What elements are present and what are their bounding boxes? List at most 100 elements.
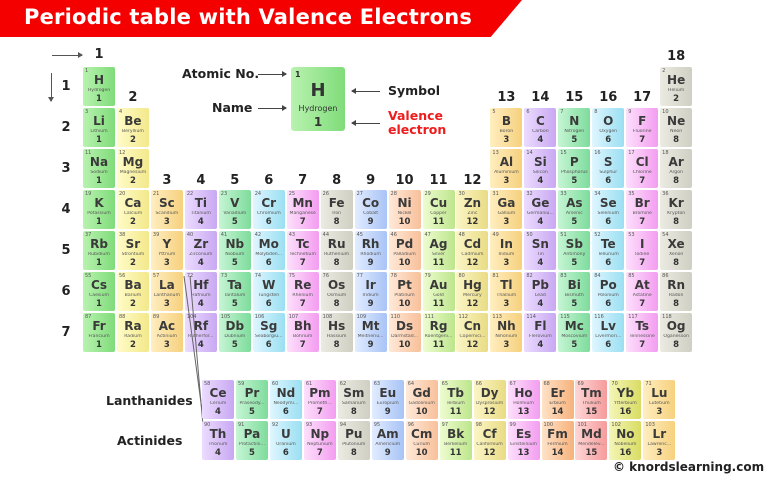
element-name: Praseody... xyxy=(239,401,265,406)
element-cell-ds: 110 Ds Darmstad... 10 xyxy=(388,313,421,352)
element-cell-ge: 32 Ge Germaniu... 4 xyxy=(524,190,557,229)
group-number: 6 xyxy=(264,173,274,188)
element-cell-mg: 12 Mg Magnesium 2 xyxy=(116,149,149,188)
element-cell-f: 9 F Fluorine 7 xyxy=(626,108,659,147)
element-name: Prometh... xyxy=(308,401,332,406)
atomic-number: 113 xyxy=(492,314,502,320)
element-name: Rubidium xyxy=(88,252,110,257)
valence-electrons: 6 xyxy=(265,258,272,268)
atomic-number: 25 xyxy=(288,191,296,197)
valence-electrons: 1 xyxy=(96,217,102,227)
element-name: Lanthanum xyxy=(153,293,180,298)
element-cell-nd: 60 Nd Neodymi... 6 xyxy=(269,380,302,419)
symbol: Db xyxy=(225,319,245,333)
element-name: Potassium xyxy=(87,211,111,216)
valence-electrons: 16 xyxy=(619,448,632,458)
symbol: S xyxy=(603,155,613,169)
element-cell-co: 27 Co Cobalt 9 xyxy=(354,190,387,229)
element-name: Lead xyxy=(534,293,546,298)
element-cell-o: 8 O Oxygen 6 xyxy=(592,108,625,147)
atomic-number: 67 xyxy=(509,381,516,387)
element-cell-br: 35 Br Bromine 7 xyxy=(626,190,659,229)
element-cell-nb: 41 Nb Niobium 5 xyxy=(218,231,251,270)
page-title: Periodic table with Valence Electrons xyxy=(24,5,473,29)
element-name: Tellurium xyxy=(597,252,619,257)
atomic-number: 54 xyxy=(662,232,669,238)
element-name: Ruthenium xyxy=(324,252,350,257)
atomic-number: 83 xyxy=(560,273,567,279)
element-name: Rutherfor... xyxy=(188,334,214,339)
element-cell-er: 68 Er Erbium 14 xyxy=(541,380,574,419)
symbol: Lr xyxy=(652,427,667,441)
element-name: Magnesium xyxy=(119,170,147,175)
element-cell-ce: 58 Ce Cerium 4 xyxy=(202,380,234,419)
element-cell-sn: 50 Sn Tin 4 xyxy=(524,231,557,270)
element-cell-lr: 103 Lr Lawrenc... 3 xyxy=(643,421,676,460)
element-cell-cs: 55 Cs Caesium 1 xyxy=(83,272,115,311)
symbol: Tb xyxy=(447,386,465,400)
valence-electrons: 11 xyxy=(449,407,462,417)
symbol: Pu xyxy=(345,427,363,441)
element-cell-zr: 40 Zr Zirconium 4 xyxy=(184,231,217,270)
symbol: Hf xyxy=(193,278,209,292)
valence-electrons: 8 xyxy=(333,340,340,350)
element-name: Iron xyxy=(332,211,342,216)
element-name: Europium xyxy=(376,401,399,406)
valence-electrons: 3 xyxy=(656,448,663,458)
element-cell-cf: 98 Cf Californium 12 xyxy=(473,421,506,460)
symbol: Xe xyxy=(667,237,685,251)
symbol: Rn xyxy=(667,278,686,292)
group-number: 4 xyxy=(196,173,206,188)
group-number: 9 xyxy=(366,173,376,188)
element-name: Californium xyxy=(476,442,503,447)
atomic-number: 20 xyxy=(118,191,126,197)
group-number: 2 xyxy=(128,90,138,105)
atomic-number: 2 xyxy=(662,68,666,74)
valence-electrons: 10 xyxy=(415,407,428,417)
element-cell-n: 7 N Nitrogen 5 xyxy=(558,108,591,147)
arrow-left-icon xyxy=(351,120,380,126)
element-name: Flerovium xyxy=(528,334,552,339)
element-cell-tc: 43 Tc Technetium 7 xyxy=(286,231,319,270)
symbol: Al xyxy=(499,155,514,169)
element-cell-se: 34 Se Selenium 6 xyxy=(592,190,625,229)
symbol: Fr xyxy=(92,319,106,333)
legend-sample-name: Hydrogen xyxy=(298,104,338,113)
atomic-number: 5 xyxy=(492,109,496,115)
legend-valence-label-line1: Valence xyxy=(388,108,443,123)
symbol: Sr xyxy=(125,237,141,251)
group-number: 17 xyxy=(633,90,652,105)
element-cell-li: 3 Li Lithium 1 xyxy=(83,108,115,147)
valence-electrons: 4 xyxy=(537,217,544,227)
symbol: Pr xyxy=(244,386,260,400)
valence-electrons: 9 xyxy=(367,217,374,227)
element-name: Helium xyxy=(668,88,685,93)
element-cell-mo: 42 Mo Molybden... 6 xyxy=(252,231,285,270)
element-name: Silver xyxy=(432,252,445,257)
valence-electrons: 15 xyxy=(585,448,598,458)
symbol: Rf xyxy=(193,319,209,333)
valence-electrons: 7 xyxy=(316,407,323,417)
symbol: Cf xyxy=(482,427,497,441)
valence-electrons: 1 xyxy=(96,340,102,350)
element-cell-sr: 38 Sr Strontium 2 xyxy=(116,231,149,270)
element-cell-fe: 26 Fe Iron 8 xyxy=(320,190,353,229)
atomic-number: 31 xyxy=(492,191,499,197)
valence-electrons: 9 xyxy=(367,340,374,350)
valence-electrons: 5 xyxy=(571,176,578,186)
element-name: Ytterbium xyxy=(614,401,637,406)
element-name: Yttrium xyxy=(158,252,176,257)
lanthanides-label: Lanthanides xyxy=(106,393,193,408)
element-cell-db: 105 Db Dubnium 5 xyxy=(218,313,251,352)
element-name: Tungsten xyxy=(258,293,280,298)
symbol: V xyxy=(230,196,240,210)
element-name: Antimony xyxy=(563,252,586,257)
symbol: Fm xyxy=(547,427,568,441)
legend-symbol-label: Symbol xyxy=(388,83,440,98)
legend-sample-valence: 1 xyxy=(313,115,323,129)
atomic-number: 91 xyxy=(237,422,245,428)
atomic-number: 24 xyxy=(254,191,262,197)
atomic-number: 14 xyxy=(526,150,533,156)
valence-electrons: 11 xyxy=(432,340,445,350)
element-cell-na: 11 Na Sodium 1 xyxy=(83,149,115,188)
